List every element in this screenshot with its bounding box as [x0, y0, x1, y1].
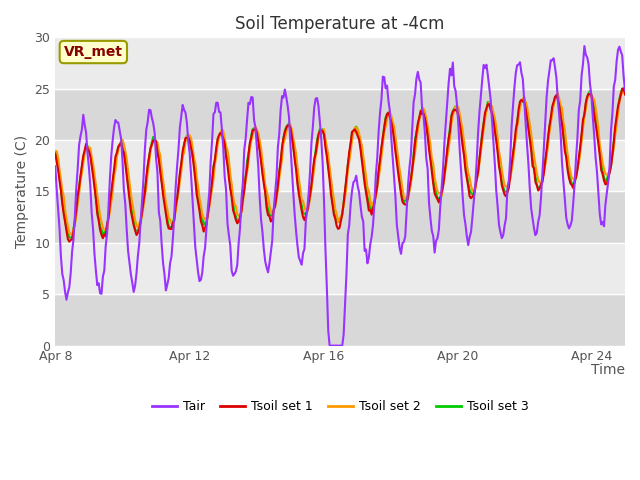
Bar: [55, 37, 625, 89]
Text: VR_met: VR_met: [64, 45, 123, 59]
Y-axis label: Temperature (C): Temperature (C): [15, 135, 29, 248]
Bar: [55, 140, 625, 192]
Title: Soil Temperature at -4cm: Soil Temperature at -4cm: [236, 15, 445, 33]
Bar: [55, 243, 625, 294]
Text: Time: Time: [591, 362, 625, 377]
Legend: Tair, Tsoil set 1, Tsoil set 2, Tsoil set 3: Tair, Tsoil set 1, Tsoil set 2, Tsoil se…: [147, 395, 534, 418]
